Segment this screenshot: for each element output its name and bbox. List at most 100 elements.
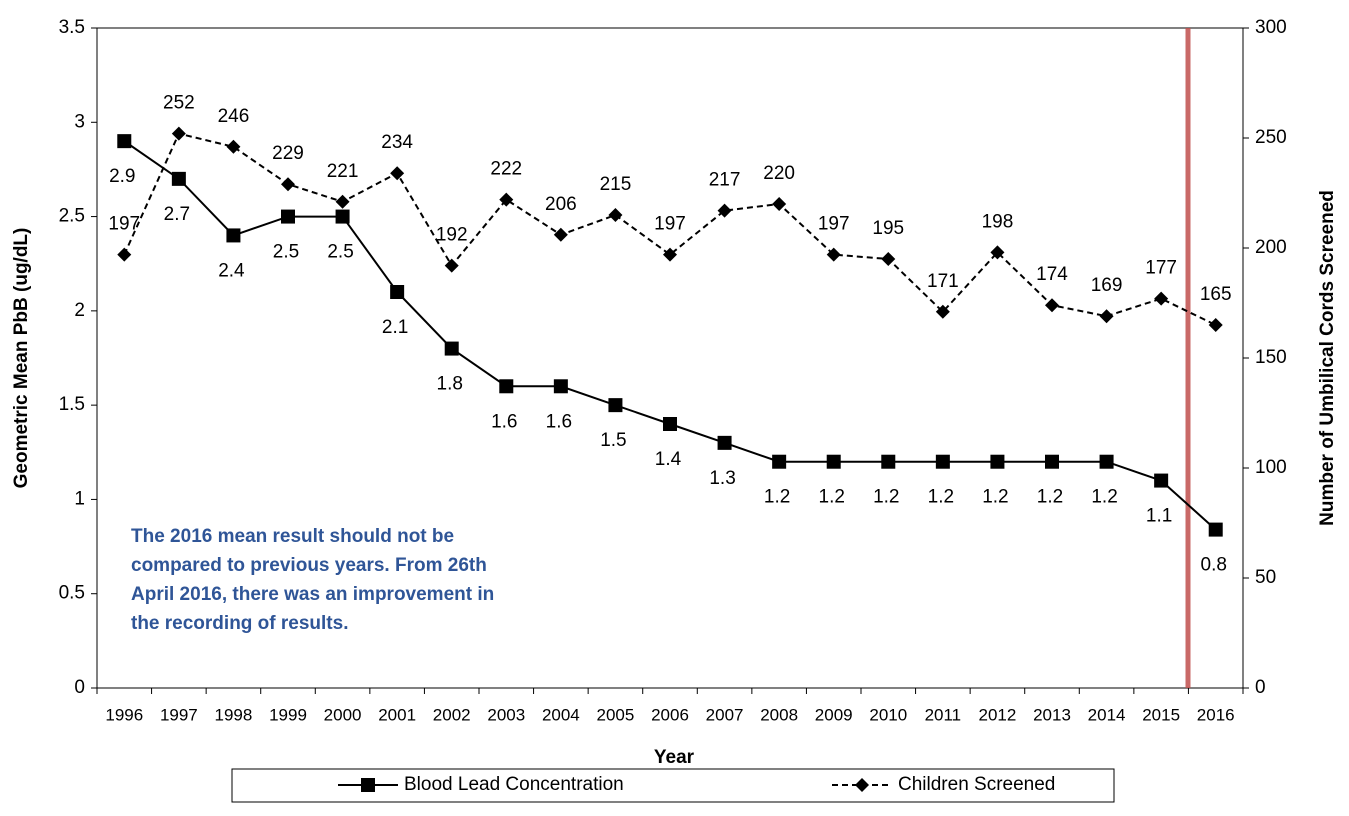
marker [390, 285, 405, 299]
marker [881, 454, 896, 469]
legend-label: Children Screened [898, 774, 1055, 795]
marker [553, 227, 568, 242]
x-tick-label: 2005 [597, 705, 635, 724]
y2-axis-title: Number of Umbilical Cords Screened [1317, 190, 1338, 526]
data-label: 2.1 [382, 317, 408, 338]
y2-tick-label: 250 [1255, 127, 1287, 148]
marker [717, 203, 732, 218]
marker [608, 398, 623, 413]
x-tick-label: 2013 [1033, 705, 1071, 724]
data-label: 1.2 [764, 487, 790, 508]
x-tick-label: 2008 [760, 705, 798, 724]
marker [1154, 473, 1169, 488]
data-label: 220 [763, 163, 795, 184]
marker [717, 435, 732, 450]
marker [171, 171, 186, 186]
marker [935, 304, 950, 319]
marker [772, 197, 787, 211]
annotation: the recording of results. [131, 613, 348, 634]
marker [226, 139, 241, 154]
data-label: 2.5 [273, 242, 299, 263]
marker [171, 126, 186, 141]
marker [663, 417, 677, 431]
marker [826, 454, 841, 469]
annotation: April 2016, there was an improvement in [131, 584, 494, 605]
data-label: 171 [927, 271, 959, 292]
data-label: 215 [600, 174, 632, 195]
data-label: 195 [872, 218, 904, 239]
data-label: 2.5 [327, 242, 353, 263]
marker [281, 177, 295, 192]
series-line [123, 140, 1217, 531]
x-tick-label: 2000 [324, 705, 362, 724]
marker [1154, 291, 1169, 306]
x-tick-label: 2016 [1197, 705, 1235, 724]
data-label: 165 [1200, 284, 1232, 305]
data-label: 2.4 [218, 260, 245, 281]
marker [361, 778, 375, 792]
annotation: The 2016 mean result should not be [131, 526, 454, 547]
y-axis-title: Geometric Mean PbB (ug/dL) [11, 228, 32, 489]
marker [553, 379, 568, 394]
marker [881, 252, 896, 266]
data-label: 1.8 [437, 374, 463, 395]
marker [1208, 318, 1223, 332]
y2-tick-label: 50 [1255, 567, 1276, 588]
x-tick-label: 2015 [1142, 705, 1180, 724]
x-tick-label: 1998 [215, 705, 253, 724]
marker [1099, 454, 1114, 469]
data-label: 206 [545, 194, 577, 215]
annotation: compared to previous years. From 26th [131, 555, 487, 576]
data-label: 169 [1091, 275, 1123, 296]
y2-tick-label: 100 [1255, 457, 1287, 478]
marker [444, 341, 459, 356]
data-label: 1.3 [709, 468, 735, 489]
data-label: 174 [1036, 264, 1068, 285]
data-label: 246 [218, 106, 250, 127]
x-tick-label: 2004 [542, 705, 580, 724]
x-tick-label: 1999 [269, 705, 307, 724]
marker [335, 194, 350, 209]
x-tick-label: 2001 [378, 705, 416, 724]
data-label: 1.2 [819, 487, 845, 508]
marker [990, 245, 1005, 260]
y-tick-label: 3.5 [59, 17, 85, 38]
data-label: 1.2 [873, 487, 899, 508]
y-tick-label: 3 [74, 111, 85, 132]
data-label: 1.2 [1091, 487, 1117, 508]
data-label: 2.9 [109, 166, 135, 187]
marker [281, 209, 295, 224]
data-label: 1.6 [491, 411, 517, 432]
data-label: 221 [327, 161, 359, 182]
data-label: 222 [490, 159, 522, 180]
marker [935, 454, 950, 469]
y2-tick-label: 300 [1255, 17, 1287, 38]
data-label: 0.8 [1201, 555, 1227, 576]
marker [772, 454, 787, 469]
x-tick-label: 1997 [160, 705, 198, 724]
data-label: 1.2 [982, 487, 1008, 508]
data-label: 234 [381, 132, 413, 153]
data-label: 1.1 [1146, 506, 1172, 527]
marker [499, 379, 514, 394]
y-tick-label: 0 [74, 677, 85, 698]
data-label: 2.7 [164, 204, 190, 225]
data-label: 1.2 [1037, 487, 1063, 508]
marker [990, 454, 1005, 469]
marker [608, 208, 623, 222]
data-label: 198 [982, 211, 1014, 232]
data-label: 197 [654, 214, 686, 235]
marker [117, 247, 132, 262]
marker [226, 228, 241, 243]
marker [117, 134, 132, 149]
x-tick-label: 2007 [706, 705, 744, 724]
marker [1208, 522, 1223, 537]
marker [826, 247, 841, 262]
marker [499, 192, 514, 207]
legend-box [231, 768, 1115, 803]
x-tick-label: 2003 [487, 705, 525, 724]
data-label: 252 [163, 93, 195, 114]
legend-label: Blood Lead Concentration [404, 774, 624, 795]
marker [390, 166, 405, 181]
